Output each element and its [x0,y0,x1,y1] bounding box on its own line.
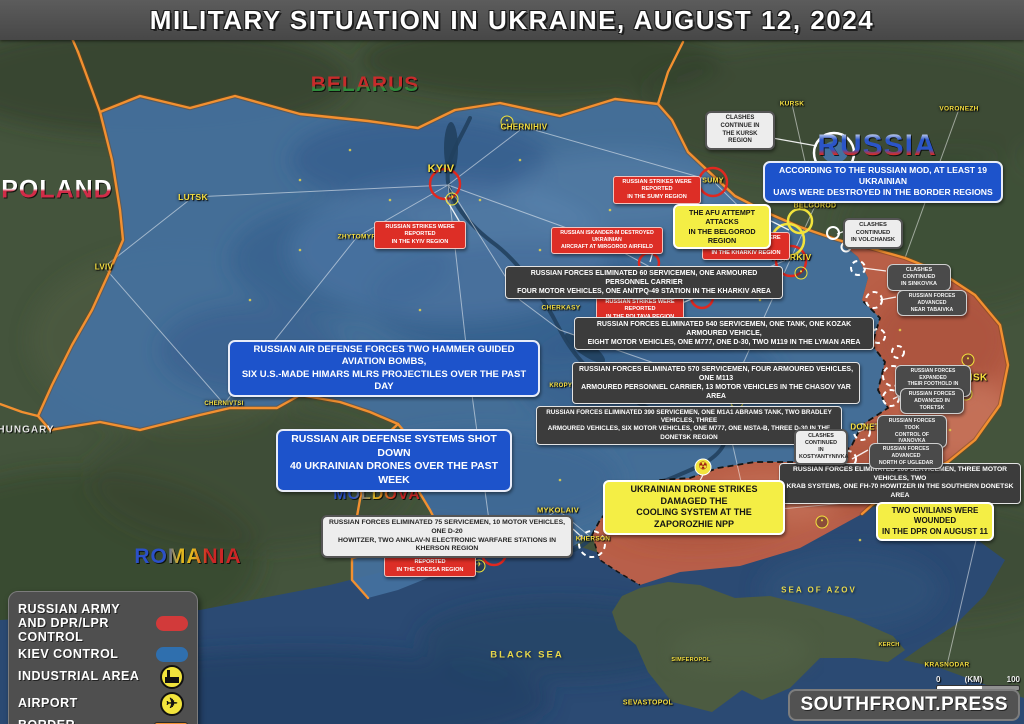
legend-row-border: BORDER [18,718,188,724]
country-label-romania: ROMANIA [134,545,242,568]
industrial-icon: ▪ [794,266,808,280]
annotation-toretsk-advance: RUSSIAN FORCES ADVANCED IN TORETSK [900,388,964,415]
city-label-krasnodar: KRASNODAR [924,661,970,669]
russian-control-swatch [156,616,188,632]
title-bar: MILITARY SITUATION IN UKRAINE, AUGUST 12… [0,0,1024,40]
map-title: MILITARY SITUATION IN UKRAINE, AUGUST 12… [149,4,875,35]
industrial-icon: ▪ [500,115,514,129]
legend-row-industrial: INDUSTRIAL AREA [18,665,188,690]
legend-label-kiev-control: KIEV CONTROL [18,646,119,661]
city-label-sevastopol: SEVASTOPOL [622,699,674,707]
annotation-ivanovka-control: RUSSIAN FORCES TOOK CONTROL OF IVANOVKA [877,415,947,448]
scale-unit: (KM) [964,675,983,684]
legend-row-airport: AIRPORT ✈ [18,692,188,717]
kiev-control-swatch [156,647,188,663]
industrial-area-icon [160,665,184,690]
city-label-belgorod: BELGOROD [793,202,837,210]
city-label-kherson: KHERSON [575,535,611,543]
legend-label-border: BORDER [18,718,150,724]
annotation-lyman-eliminated: RUSSIAN FORCES ELIMINATED 540 SERVICEMEN… [574,317,874,351]
legend-row-kiev-control: KIEV CONTROL [18,646,188,663]
city-label-donetsk: DONETSK [850,422,892,432]
annotation-drones-shot-down: RUSSIAN AIR DEFENSE SYSTEMS SHOT DOWN 40… [276,429,512,492]
city-label-sumy: SUMY [702,177,724,185]
annotation-dpr-civilians: TWO CIVILIANS WERE WOUNDED IN THE DPR ON… [876,502,994,542]
annotation-sinkovka-clashes: CLASHES CONTINUED IN SINKOVKA [887,264,951,292]
city-label-chernihiv: CHERNIHIV [500,122,548,132]
annotation-belgorod-afu: THE AFU ATTEMPT ATTACKS IN THE BELGOROD … [673,204,771,250]
sea-label-black-sea: BLACK SEA [490,649,564,661]
city-label-cherkasy: CHERKASY [541,304,581,312]
annotation-hammer-himars: RUSSIAN AIR DEFENSE FORCES TWO HAMMER GU… [228,340,540,398]
annotation-znpp-drone: UKRAINIAN DRONE STRIKES DAMAGED THE COOL… [603,480,785,535]
city-label-voronezh: VORONEZH [939,105,979,113]
annotation-kharkiv-eliminated: RUSSIAN FORCES ELIMINATED 60 SERVICEMEN,… [505,266,783,300]
annotation-tabaivka-advance: RUSSIAN FORCES ADVANCED NEAR TABAIVKA [897,290,967,317]
city-label-zhytomyr: ZHYTOMYR [337,233,377,241]
annotation-mirgorod-strike: RUSSIAN ISKANDER-M DESTROYED UKRAINIAN A… [551,227,663,254]
legend-label-airport: AIRPORT [18,696,78,711]
annotation-chasov-yar-eliminated: RUSSIAN FORCES ELIMINATED 570 SERVICEMEN… [572,362,860,405]
annotation-donetsk-eliminated: RUSSIAN FORCES ELIMINATED 390 SERVICEMEN… [536,406,842,445]
scale-labels: 0 (KM) 100 [936,675,1020,684]
country-label-russia: RUSSIA [817,129,937,162]
front-line-dnieper [591,534,641,586]
city-label-kyiv: KYIV [427,163,455,175]
city-label-mykolaiv: MYKOLAIV [537,505,579,515]
legend: RUSSIAN ARMY AND DPR/LPR CONTROL KIEV CO… [8,591,198,724]
annotation-mod-uavs: ACCORDING TO THE RUSSIAN MOD, AT LEAST 1… [763,161,1003,203]
scale-start: 0 [936,675,941,684]
annotation-kyiv-strikes: RUSSIAN STRIKES WERE REPORTED IN THE KYI… [374,221,466,249]
sea-label-sea-of-azov: SEA OF AZOV [781,585,857,595]
kursk-incursion-area [822,141,848,163]
crimea-texture [670,624,810,676]
airport-icon: ✈ [160,692,184,717]
annotation-ugledar-advance: RUSSIAN FORCES ADVANCED NORTH OF UGLEDAR [869,443,943,470]
annotation-kostyantynivka-clashes: CLASHES CONTINUED IN KOSTYANTYNIVKA [794,429,849,466]
annotation-south-donetsk-eliminated: RUSSIAN FORCES ELIMINATED 100 SERVICEMEN… [779,463,1021,504]
legend-label-russian-control: RUSSIAN ARMY AND DPR/LPR CONTROL [18,602,120,644]
airport-icon: ✈ [445,192,459,206]
legend-label-industrial: INDUSTRIAL AREA [18,669,140,684]
country-label-belarus: BELARUS [310,73,420,96]
annotation-sumy-strikes: RUSSIAN STRIKES WERE REPORTED IN THE SUM… [613,176,701,204]
watermark: SOUTHFRONT.PRESS [788,689,1020,721]
city-label-simferopol: SIMFEROPOL [671,657,711,663]
city-label-kharkiv: KHARKIV [770,252,812,262]
city-label-kerch: KERCH [878,642,900,648]
legend-row-russian-control: RUSSIAN ARMY AND DPR/LPR CONTROL [18,602,188,644]
annotation-kursk-clashes: CLASHES CONTINUE IN THE KURSK REGION [705,111,775,151]
annotation-volchansk-clashes: CLASHES CONTINUED IN VOLCHANSK [843,218,903,249]
annotation-kherson-eliminated: RUSSIAN FORCES ELIMINATED 75 SERVICEMEN,… [321,515,573,559]
city-label-lutsk: LUTSK [178,192,208,202]
industrial-icon: ▪ [815,515,829,529]
country-label-hungary: HUNGARY [0,425,55,436]
city-label-chernivtsi: CHERNIVTSI [204,401,244,407]
border-swatch [154,721,188,724]
city-label-kursk: KURSK [779,100,805,108]
nuclear-icon: ☢ [694,458,712,476]
scale-end: 100 [1006,675,1020,684]
country-label-poland: POLAND [1,175,113,204]
city-label-lviv: LVIV [94,262,114,272]
